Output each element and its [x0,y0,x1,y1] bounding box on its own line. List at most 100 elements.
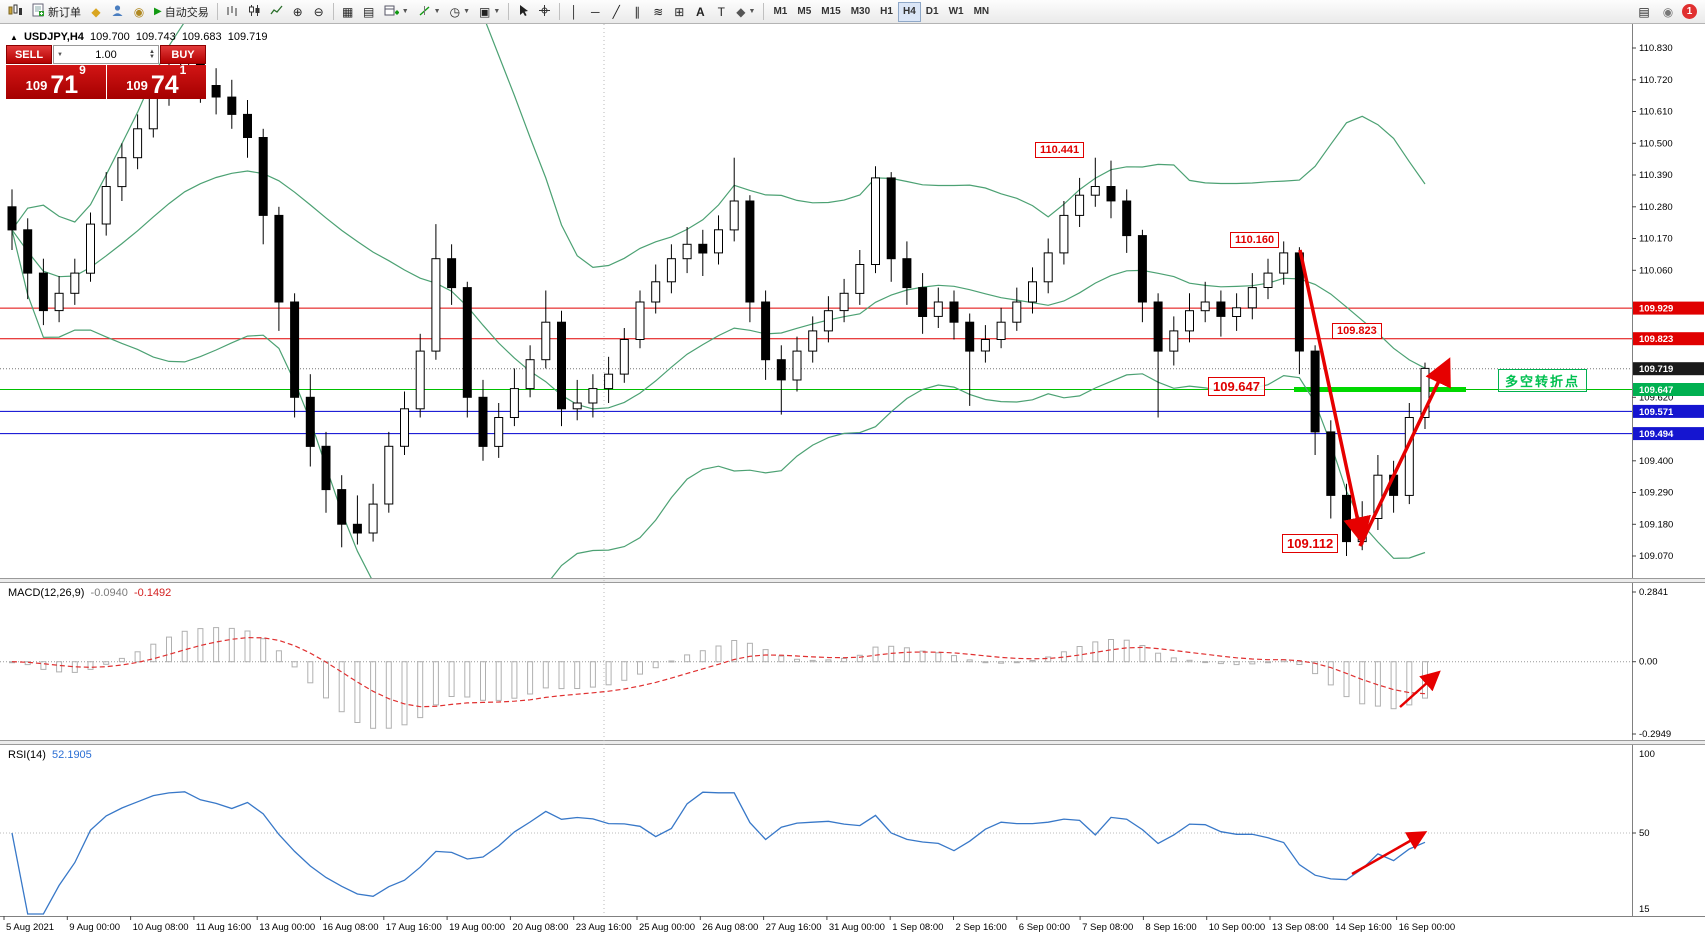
vertical-line-button[interactable]: │ [564,2,584,22]
grid-tool-button[interactable]: ⊞ [669,2,689,22]
community-button[interactable]: ◉ [129,2,149,22]
timeframe-m15[interactable]: M15 [816,2,845,22]
price-tag-109.823 [1633,332,1704,346]
buy-button[interactable]: BUY [160,45,206,64]
notifications-badge[interactable]: 1 [1682,4,1697,19]
rsi-value: 52.1905 [52,749,92,761]
rsi-up-arrow[interactable] [1351,831,1428,876]
cursor-button[interactable] [513,2,533,22]
timeframe-w1[interactable]: W1 [944,2,969,22]
rsi-axis: 100 50 15 [1632,749,1655,915]
bid-pips: 71 [50,71,79,99]
templates-button[interactable]: ▣ ▼ [475,2,504,22]
thick-green-level[interactable] [1294,387,1466,392]
toolbar-separator [332,3,334,20]
news-button[interactable]: ▤ [1634,2,1654,22]
zoom-out-button[interactable]: ⊖ [309,2,329,22]
price-callout-110.441[interactable]: 110.441 [1035,142,1085,158]
line-chart-button[interactable] [266,2,287,22]
text-button[interactable]: A [690,2,710,22]
symbol-header: ▲ USDJPY,H4 109.700 109.743 109.683 109.… [10,31,267,43]
new-order-button[interactable]: 新订单 [28,2,85,22]
pane-borders [0,24,1705,917]
macd-up-arrow[interactable] [1399,670,1441,708]
price-tick: 110.060 [1639,265,1673,276]
chart-window-button[interactable] [4,2,27,22]
bollinger-upper[interactable] [11,0,1426,269]
price-callout-109.823[interactable]: 109.823 [1332,323,1382,339]
down-impulse-arrow[interactable] [1298,249,1371,546]
coin-icon: ◉ [133,4,145,19]
volume-input[interactable]: ▼ 1.00 ▲ ▼ [53,45,159,64]
zoom-in-button[interactable]: ⊕ [288,2,308,22]
bar-chart-button[interactable] [222,2,243,22]
timeframe-m1[interactable]: M1 [768,2,792,22]
candle-chart-button[interactable] [244,2,265,22]
chevron-down-icon: ▼ [493,8,501,15]
one-click-trading-panel: SELL ▼ 1.00 ▲ ▼ BUY 109 71 9 109 74 1 [6,45,206,99]
crosshair-button[interactable] [534,2,555,22]
volume-spinner[interactable]: ▲ ▼ [149,48,155,60]
bid-base: 109 [25,78,48,93]
alerts-button[interactable]: ◉ [1658,2,1678,22]
text-label-button[interactable]: T [711,2,731,22]
indicators-button[interactable]: ▼ [414,2,445,22]
bid-price-display[interactable]: 109 71 9 [6,63,106,99]
time-tick: 2 Sep 16:00 [956,922,1007,933]
timeframe-h1[interactable]: H1 [875,2,898,22]
fibonacci-button[interactable]: ≋ [648,2,668,22]
tile-windows-button[interactable]: ▦ [338,2,358,22]
periods-button[interactable]: ◷ ▼ [446,2,474,22]
price-callout-110.160[interactable]: 110.160 [1230,232,1280,248]
macd-signal-value: -0.1492 [133,587,172,599]
price-tick: 110.280 [1639,202,1673,213]
timeframe-h4[interactable]: H4 [897,1,921,22]
trend-arrows[interactable] [1298,249,1451,876]
ask-price-display[interactable]: 109 74 1 [106,63,206,99]
price-callout-109.112[interactable]: 109.112 [1282,534,1339,553]
new-chart-icon [384,4,399,20]
up-rebound-arrow[interactable] [1358,357,1451,547]
trendline-button[interactable]: ╱ [606,2,626,22]
time-tick: 20 Aug 08:00 [512,922,568,933]
price-callout-109.647[interactable]: 109.647 [1208,377,1265,396]
timeframe-m5[interactable]: M5 [792,2,816,22]
svg-text:109.494: 109.494 [1639,429,1674,440]
candlestick-window-icon [8,3,23,20]
autotrading-button[interactable]: ▶ 自动交易 [150,2,213,22]
timeframe-d1[interactable]: D1 [921,2,944,22]
time-tick: 19 Aug 00:00 [449,922,505,933]
timeframe-mn[interactable]: MN [969,2,995,22]
ohlc-close: 109.719 [227,31,268,43]
price-tick: 109.290 [1639,488,1673,499]
shapes-button[interactable]: ◆ ▼ [732,2,759,22]
toolbar-separator [216,3,218,20]
cascade-windows-button[interactable]: ▤ [359,2,379,22]
grid-icon: ⊞ [674,4,685,19]
ohlc-open: 109.700 [90,31,130,43]
channel-button[interactable]: ∥ [627,2,647,22]
spinner-up-icon[interactable]: ▲ [149,48,155,55]
trendline-icon: ╱ [612,4,620,19]
volume-dropdown-icon[interactable]: ▼ [57,51,63,58]
bollinger-bands[interactable] [11,0,1426,635]
favorites-button[interactable]: ◆ [86,2,106,22]
bollinger-middle[interactable] [11,170,1426,410]
turning-point-label[interactable]: 多空转折点 [1498,369,1588,392]
time-tick: 26 Aug 08:00 [702,922,758,933]
shapes-icon: ◆ [736,4,746,19]
profile-button[interactable] [107,2,128,22]
price-tag-109.647 [1633,383,1704,396]
spinner-down-icon[interactable]: ▼ [149,53,155,60]
timeframe-m30[interactable]: M30 [846,2,875,22]
new-order-label: 新订单 [48,6,81,19]
bollinger-lower[interactable] [11,229,1426,635]
sell-button[interactable]: SELL [6,45,52,64]
price-tick: 110.500 [1639,138,1673,149]
price-axis: 110.830 110.720 110.610 110.500 110.390 110.2… [1632,43,1673,562]
new-order-icon [32,3,45,20]
horizontal-line-button[interactable]: ─ [585,2,605,22]
line-chart-icon [270,4,283,20]
new-chart-button[interactable]: ▼ [380,2,413,22]
